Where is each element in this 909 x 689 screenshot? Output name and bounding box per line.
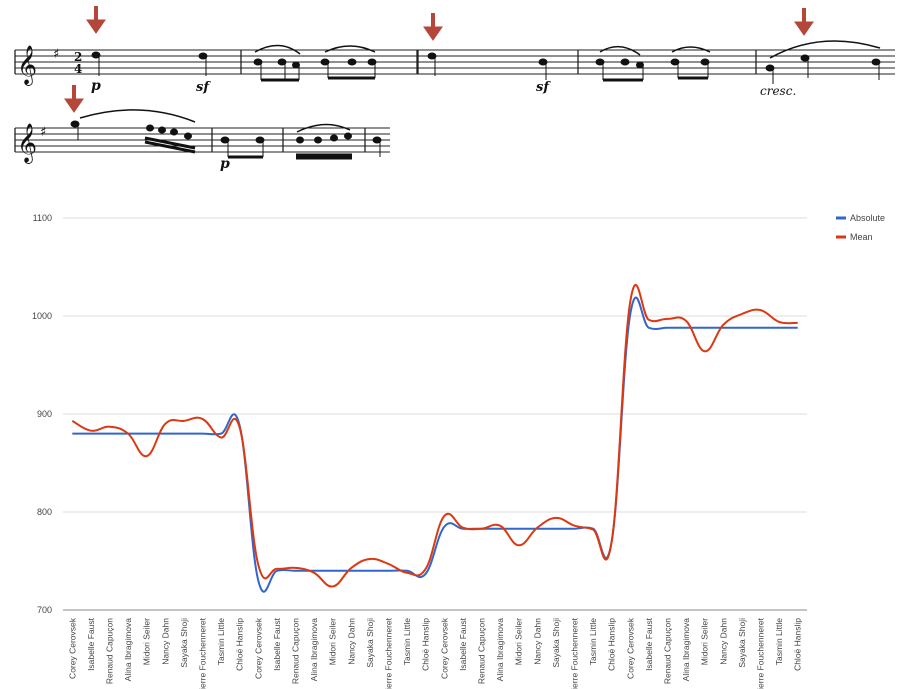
gridlines [63,217,807,611]
key-signature: ♯ [40,125,46,140]
y-tick-label: 900 [37,409,52,419]
x-tick-label: Corey Cerovsek [253,617,263,679]
notes [70,51,881,160]
x-tick-label: Renaud Capuçon [663,618,673,684]
x-tick-label: Renaud Capuçon [291,618,301,684]
time-signature: 24 [74,50,82,76]
x-tick-label: Chloë Hanslip [793,618,803,671]
x-tick-label: Renaud Capuçon [477,618,487,684]
y-tick-label: 700 [37,605,52,615]
slurs [79,40,881,133]
x-tick-label: Midori Seiler [700,618,710,665]
x-tick-label: Nancy Dahn [160,618,170,665]
x-tick-label: Nancy Dahn [718,618,728,665]
x-tick-label: Isabelle Faust [644,617,654,671]
x-tick-label: Sayaka Shoji [179,618,189,668]
x-tick-label: Nancy Dahn [346,618,356,665]
x-tick-label: Corey Cerovsek [625,617,635,679]
x-tick-label: Renaud Capuçon [105,618,115,684]
x-tick-label: Chloë Hanslip [235,618,245,671]
chart-legend: Absolute Mean [836,213,885,242]
dynamic-marking-sf: sf [536,80,551,95]
treble-clef-icon: 𝄞 [17,45,37,86]
x-tick-label: Alina Ibragimova [495,618,505,682]
x-tick-label: Sayaka Shoji [551,618,561,668]
x-tick-label: Pierre Fouchenneret [570,617,580,689]
x-tick-label: Midori Seiler [514,618,524,665]
down-arrow-icon [423,13,443,41]
svg-text:4: 4 [74,62,82,76]
x-tick-label: Alina Ibragimova [681,618,691,682]
x-tick-label: Sayaka Shoji [365,618,375,668]
x-tick-label: Alina Ibragimova [123,618,133,682]
x-tick-label: Pierre Fouchenneret [756,617,766,689]
dynamic-marking-p: p [91,78,101,94]
treble-clef-icon: 𝄞 [17,123,37,164]
emphasis-arrows [64,6,814,113]
legend-label: Absolute [850,213,885,223]
down-arrow-icon [64,85,84,113]
bar-lines [14,50,757,152]
x-tick-label: Midori Seiler [142,618,152,665]
series-line-absolute [72,296,798,593]
y-axis: 700 800 900 1000 1100 [32,213,52,615]
legend-label: Mean [850,232,873,242]
x-tick-label: Chloë Hanslip [421,618,431,671]
dynamic-marking-p: p [220,156,230,172]
key-signature: ♯ [53,47,59,62]
svg-text:2: 2 [74,50,82,64]
x-tick-label: Pierre Fouchenneret [198,617,208,689]
staff-line-1 [15,49,895,75]
x-tick-label: Isabelle Faust [272,617,282,671]
y-tick-label: 1100 [33,213,52,223]
x-tick-label: Sayaka Shoji [737,618,747,668]
x-tick-label: Tasmin Little [588,618,598,666]
x-tick-label: Pierre Fouchenneret [384,617,394,689]
x-tick-label: Nancy Dahn [532,618,542,665]
x-tick-label: Midori Seiler [328,618,338,665]
x-tick-label: Tasmin Little [216,618,226,666]
line-chart: 700 800 900 1000 1100 Corey Cerovsek Isabelle… [32,213,885,689]
series-line-mean [71,283,798,588]
x-tick-label: Isabelle Faust [86,617,96,671]
down-arrow-icon [86,6,106,34]
x-tick-label: Isabelle Faust [458,617,468,671]
sheet-music-excerpt: 𝄞 𝄞 ♯ ♯ 24 [14,6,895,172]
y-tick-label: 1000 [32,311,52,321]
x-tick-label: Chloë Hanslip [607,618,617,671]
x-axis: Corey Cerovsek Isabelle Faust Renaud Capuç… [67,617,802,689]
down-arrow-icon [794,8,814,36]
x-tick-label: Alina Ibragimova [309,618,319,682]
dynamic-marking-sf: sf [196,80,211,95]
chart-series [71,283,798,593]
x-tick-label: Corey Cerovsek [67,617,77,679]
y-tick-label: 800 [37,507,52,517]
dynamic-marking-cresc: cresc. [760,84,796,98]
x-tick-label: Corey Cerovsek [439,617,449,679]
x-tick-label: Tasmin Little [402,618,412,666]
x-tick-label: Tasmin Little [774,618,784,666]
